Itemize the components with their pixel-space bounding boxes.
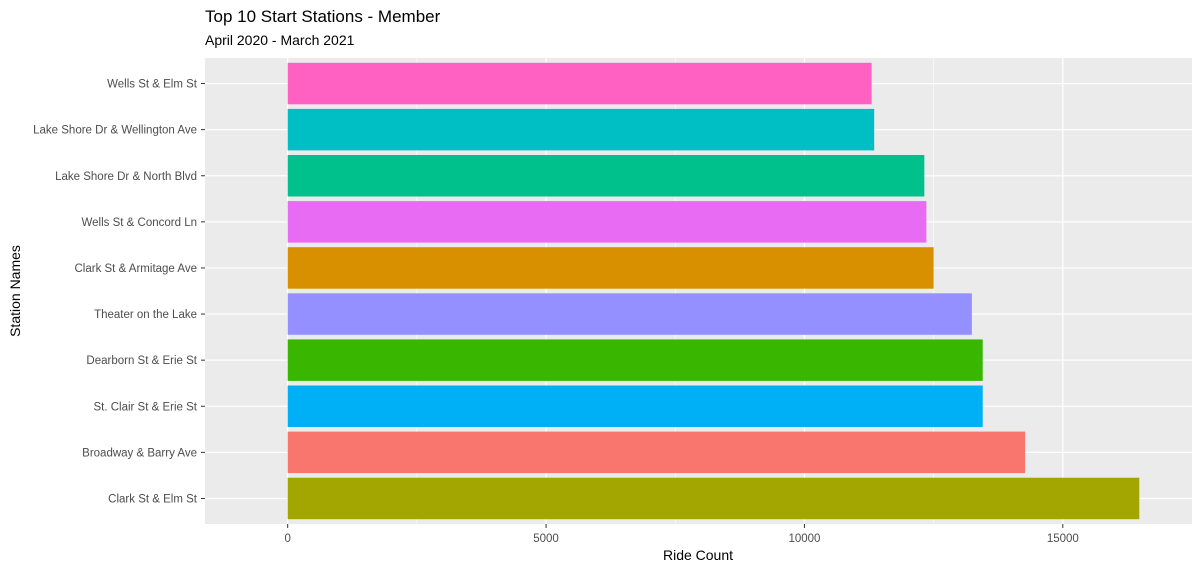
- x-tick-label: 0: [284, 533, 290, 545]
- y-tick-label: Lake Shore Dr & North Blvd: [55, 171, 197, 183]
- y-tick-label: St. Clair St & Erie St: [93, 401, 197, 413]
- y-axis-label: Station Names: [7, 245, 23, 337]
- y-tick-label: Wells St & Elm St: [107, 79, 198, 91]
- x-axis: 0 5000 10000 15000: [284, 524, 1079, 545]
- bars: [287, 62, 1140, 520]
- bar: [287, 339, 983, 381]
- chart-title: Top 10 Start Stations - Member: [205, 7, 441, 26]
- y-tick-label: Broadway & Barry Ave: [82, 447, 197, 459]
- y-tick-label: Clark St & Armitage Ave: [74, 263, 197, 275]
- bar: [287, 477, 1140, 520]
- bar: [287, 201, 927, 243]
- x-tick-label: 10000: [788, 533, 820, 545]
- y-tick-label: Clark St & Elm St: [108, 493, 198, 505]
- y-tick-label: Theater on the Lake: [94, 309, 197, 321]
- bar: [287, 155, 925, 197]
- y-tick-label: Wells St & Concord Ln: [82, 217, 197, 229]
- bar: [287, 108, 875, 151]
- bar: [287, 293, 972, 335]
- y-tick-label: Dearborn St & Erie St: [86, 355, 197, 367]
- y-tick-label: Lake Shore Dr & Wellington Ave: [33, 125, 197, 137]
- x-tick-label: 5000: [533, 533, 559, 545]
- chart-subtitle: April 2020 - March 2021: [205, 32, 355, 48]
- x-axis-label: Ride Count: [663, 547, 733, 563]
- bar: [287, 385, 983, 427]
- bar: [287, 247, 934, 289]
- bar: [287, 62, 872, 105]
- bar: [287, 431, 1026, 474]
- x-tick-label: 15000: [1047, 533, 1079, 545]
- y-axis: Wells St & Elm St Lake Shore Dr & Welling…: [33, 79, 205, 505]
